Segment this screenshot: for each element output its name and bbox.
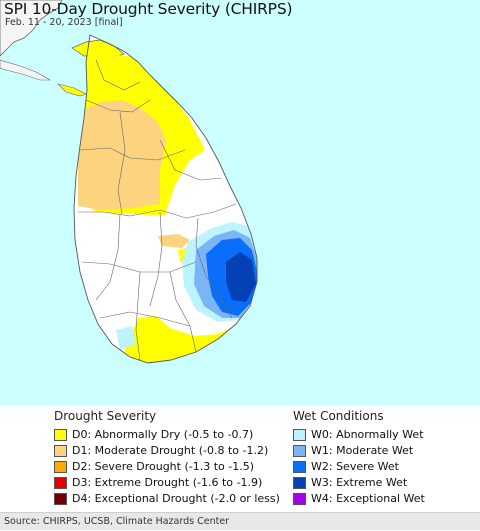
legend-item-d2: D2: Severe Drought (-1.3 to -1.5): [54, 459, 254, 474]
d1-region-northwest: [78, 100, 166, 210]
d1-region-center: [158, 234, 190, 248]
district-boundaries: [78, 59, 237, 361]
legend-swatch-d3: [54, 476, 67, 489]
legend-item-d0: D0: Abnormally Dry (-0.5 to -0.7): [54, 427, 253, 442]
legend-label-w4: W4: Exceptional Wet: [311, 492, 425, 505]
source-footer: Source: CHIRPS, UCSB, Climate Hazards Ce…: [0, 512, 480, 530]
legend-label-d3: D3: Extreme Drought (-1.6 to -1.9): [72, 476, 263, 489]
legend-swatch-w3: [293, 476, 306, 489]
legend-item-d3: D3: Extreme Drought (-1.6 to -1.9): [54, 475, 262, 490]
legend-label-d1: D1: Moderate Drought (-0.8 to -1.2): [72, 444, 269, 457]
legend-item-w1: W1: Moderate Wet: [293, 443, 413, 458]
legend-wet-heading: Wet Conditions: [293, 409, 384, 423]
legend-swatch-d4: [54, 492, 67, 505]
legend-swatch-w0: [293, 428, 306, 441]
india-landmass: [0, 0, 63, 57]
d0-region-south: [124, 316, 236, 363]
sri-lanka-coastline: [73, 34, 258, 364]
legend-item-w2: W2: Severe Wet: [293, 459, 399, 474]
legend-item-d4: D4: Exceptional Drought (-2.0 or less): [54, 491, 280, 506]
legend-label-d4: D4: Exceptional Drought (-2.0 or less): [72, 492, 280, 505]
legend-label-w3: W3: Extreme Wet: [311, 476, 408, 489]
map-title: SPI 10-Day Drought Severity (CHIRPS): [4, 0, 293, 18]
legend-label-w2: W2: Severe Wet: [311, 460, 399, 473]
legend-item-w3: W3: Extreme Wet: [293, 475, 407, 490]
legend-drought-heading: Drought Severity: [54, 409, 157, 423]
legend-item-d1: D1: Moderate Drought (-0.8 to -1.2): [54, 443, 268, 458]
legend-swatch-d1: [54, 444, 67, 457]
w0-region-southwest: [116, 326, 136, 350]
map-subtitle: Feb. 11 - 20, 2023 [final]: [5, 17, 123, 28]
map-canvas: [0, 0, 258, 364]
legend-label-d2: D2: Severe Drought (-1.3 to -1.5): [72, 460, 255, 473]
legend-swatch-w2: [293, 460, 306, 473]
legend-label-d0: D0: Abnormally Dry (-0.5 to -0.7): [72, 428, 254, 441]
legend-swatch-d2: [54, 460, 67, 473]
india-islet: [0, 59, 52, 81]
legend-item-w0: W0: Abnormally Wet: [293, 427, 424, 442]
legend-swatch-w4: [293, 492, 306, 505]
map-area: SPI 10-Day Drought Severity (CHIRPS) Feb…: [0, 0, 480, 405]
w3-region-east: [226, 252, 256, 302]
legend-swatch-w1: [293, 444, 306, 457]
legend-label-w1: W1: Moderate Wet: [311, 444, 414, 457]
legend-label-w0: W0: Abnormally Wet: [311, 428, 424, 441]
mannar-island: [57, 83, 87, 97]
legend-swatch-d0: [54, 428, 67, 441]
legend-item-w4: W4: Exceptional Wet: [293, 491, 425, 506]
